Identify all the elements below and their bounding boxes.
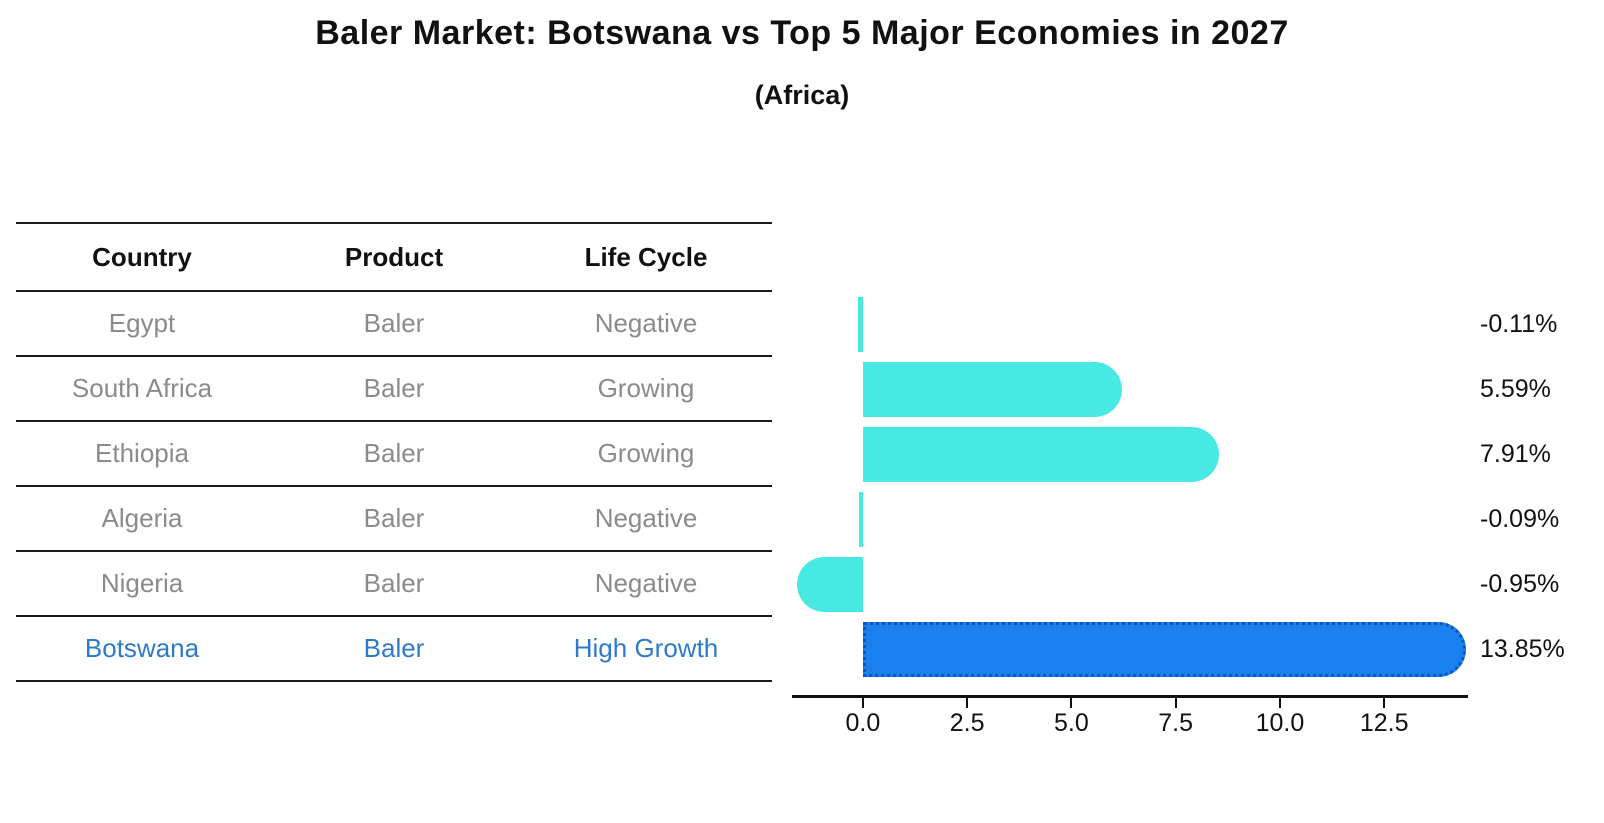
bar-value-label: -0.11%: [1480, 310, 1558, 338]
bar-south-africa: [862, 362, 1122, 417]
x-axis-tick-label: 10.0: [1255, 709, 1305, 737]
table-cell-country: Nigeria: [100, 568, 184, 598]
x-axis-tick: [966, 698, 969, 708]
x-axis-tick: [1278, 698, 1281, 708]
bar-algeria: [858, 492, 863, 547]
table-cell-life-cycle: High Growth: [573, 633, 719, 663]
table-header-row: Country Product Life Cycle: [16, 222, 772, 292]
x-axis-tick: [1070, 698, 1073, 708]
country-table: Country Product Life Cycle Egypt Baler Neg…: [16, 222, 772, 682]
table-cell-country: South Africa: [71, 373, 213, 403]
bar-ethiopia: [862, 427, 1219, 482]
table-cell-country: Egypt: [108, 308, 176, 338]
bar-value-label: 7.91%: [1480, 440, 1551, 468]
x-axis-tick-label: 12.5: [1359, 709, 1409, 737]
table-cell-product: Baler: [363, 373, 425, 403]
table-row-nigeria: Nigeria Baler Negative: [16, 552, 772, 617]
table-cell-product: Baler: [363, 438, 425, 468]
table-cell-life-cycle: Negative: [594, 568, 698, 598]
table-body: Egypt Baler Negative South Africa Baler Growi…: [16, 292, 772, 682]
x-axis-tick: [1174, 698, 1177, 708]
table-cell-country: Algeria: [101, 503, 183, 533]
table-row-south-africa: South Africa Baler Growing: [16, 357, 772, 422]
table-cell-country: Botswana: [84, 633, 200, 663]
table-row-algeria: Algeria Baler Negative: [16, 487, 772, 552]
x-axis-tick: [861, 698, 864, 708]
table-row-botswana: Botswana Baler High Growth: [16, 617, 772, 682]
table-cell-life-cycle: Negative: [594, 308, 698, 338]
bar-value-label: 5.59%: [1480, 375, 1551, 403]
bar-value-label: 13.85%: [1480, 635, 1565, 663]
table-cell-product: Baler: [363, 568, 425, 598]
bar-egypt: [858, 297, 863, 352]
table-header-product: Product: [344, 241, 444, 272]
bar-nigeria: [797, 557, 863, 612]
bar-botswana: [862, 622, 1467, 677]
table-cell-life-cycle: Negative: [594, 503, 698, 533]
x-axis-tick-label: 7.5: [1158, 709, 1194, 737]
table-cell-product: Baler: [363, 308, 425, 338]
table-cell-life-cycle: Growing: [597, 373, 695, 403]
x-axis-tick-label: 0.0: [845, 709, 881, 737]
x-axis-line: [792, 695, 1468, 698]
bar-value-label: -0.09%: [1480, 505, 1560, 533]
table-cell-life-cycle: Growing: [597, 438, 695, 468]
chart-subtitle: (Africa): [754, 80, 850, 110]
x-axis-tick-label: 5.0: [1054, 709, 1089, 737]
table-row-ethiopia: Ethiopia Baler Growing: [16, 422, 772, 487]
table-header-life-cycle: Life Cycle: [584, 241, 708, 272]
table-header-country: Country: [92, 241, 192, 272]
table-row-egypt: Egypt Baler Negative: [16, 292, 772, 357]
table-cell-country: Ethiopia: [95, 438, 189, 468]
bar-value-label: -0.95%: [1480, 570, 1560, 598]
table-cell-product: Baler: [363, 503, 425, 533]
chart-title: Baler Market: Botswana vs Top 5 Major Ec…: [315, 14, 1289, 52]
x-axis-tick: [1383, 698, 1386, 708]
table-cell-product: Baler: [363, 633, 425, 663]
x-axis-tick-label: 2.5: [949, 709, 985, 737]
